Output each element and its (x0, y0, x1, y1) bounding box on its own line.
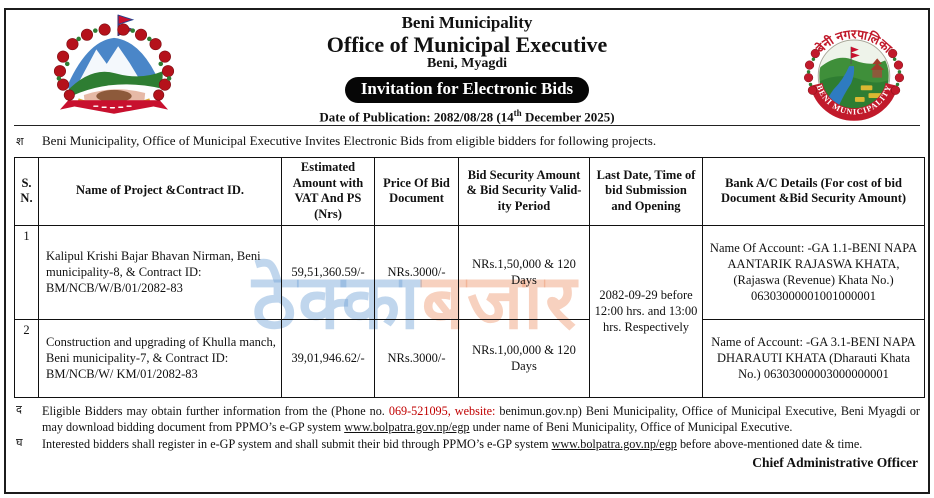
note1-part2: benimun.gov.np) Beni Municipality, Offic… (42, 403, 920, 434)
row1-sn: 1 (14, 224, 39, 320)
row2-sn: 2 (14, 318, 39, 398)
col-sn: S. N. (14, 157, 39, 226)
invitation-banner: Invitation for Electronic Bids (344, 77, 590, 104)
note2-part1: Interested bidders shall register in e-G… (42, 436, 552, 451)
intro-paragraph: श Beni Municipality, Office of Municipal… (14, 133, 920, 149)
letterhead: बेनी नगरपालिका (14, 10, 920, 126)
col-bid-security: Bid Security Amount & Bid Security Valid… (458, 157, 590, 226)
col-estimated-amount: Estimated Amount with VAT And PS (Nrs) (281, 157, 375, 226)
col-last-date: Last Date, Time of bid Submission and Op… (589, 157, 703, 226)
row1-bank-details: Name Of Account: -GA 1.1-BENI NAPA AANTA… (702, 224, 925, 320)
footer-notes: द Eligible Bidders may obtain further in… (14, 403, 920, 453)
note1-marker: द (16, 403, 22, 416)
bolpatra-link[interactable]: www.bolpatra.gov.np/egp (551, 436, 677, 451)
row2-bid-security: NRs.1,00,000 & 120 Days (458, 318, 590, 398)
publication-date-year: December 2025) (521, 109, 615, 125)
col-bid-document-price: Price Of Bid Document (374, 157, 459, 226)
note-registration: घ Interested bidders shall register in e… (14, 436, 920, 452)
beni-municipality-logo: बेनी नगरपालिका (803, 27, 905, 121)
row2-project-name: Construction and upgrading of Khulla man… (38, 318, 282, 398)
note1-part1: Eligible Bidders may obtain further info… (42, 403, 389, 418)
note2-marker: घ (16, 436, 23, 449)
intro-marker: श (16, 136, 24, 148)
last-date-merged-cell: 2082-09-29 before 12:00 hrs. and 13:00 h… (589, 224, 703, 398)
row2-bid-document-price: NRs.3000/- (374, 318, 459, 398)
col-project-name: Name of Project &Contract ID. (38, 157, 282, 226)
note1-text: Eligible Bidders may obtain further info… (42, 403, 920, 435)
row1-project-name: Kalipul Krishi Bajar Bhavan Nirman, Beni… (38, 224, 282, 320)
table-row: 2 Construction and upgrading of Khulla m… (14, 318, 925, 398)
office-name: Office of Municipal Executive (326, 32, 608, 57)
table-row: 1 Kalipul Krishi Bajar Bhavan Nirman, Be… (14, 224, 925, 398)
document-border: बेनी नगरपालिका (4, 8, 930, 494)
nepal-emblem-logo (53, 14, 175, 114)
signature-title: Chief Administrative Officer (752, 455, 918, 471)
note2-part2: before above-mentioned date & time. (676, 436, 863, 451)
note1-part3: under name of Beni Municipality, Office … (469, 419, 793, 434)
note-information: द Eligible Bidders may obtain further in… (14, 403, 920, 435)
municipality-name: Beni Municipality (401, 13, 533, 32)
table-header-row: S. N. Name of Project &Contract ID. Esti… (14, 157, 925, 226)
publication-date-ordinal: th (513, 108, 522, 119)
publication-date-text: Date of Publication: 2082/08/28 (14 (319, 109, 514, 125)
bolpatra-link[interactable]: www.bolpatra.gov.np/egp (344, 419, 470, 434)
row1-bid-document-price: NRs.3000/- (374, 224, 459, 320)
intro-text: Beni Municipality, Office of Municipal E… (42, 133, 657, 148)
row2-bank-details: Name of Account: -GA 3.1-BENI NAPA DHARA… (702, 318, 925, 398)
note2-text: Interested bidders shall register in e-G… (42, 436, 862, 452)
location: Beni, Myagdi (426, 56, 508, 72)
publication-date: Date of Publication: 2082/08/28 (14th De… (14, 108, 920, 125)
row2-estimated-amount: 39,01,946.62/- (281, 318, 375, 398)
note1-phone-website: 069-521095, website: (388, 403, 496, 418)
row1-bid-security: NRs.1,50,000 & 120 Days (458, 224, 590, 320)
col-bank-details: Bank A/C Details (For cost of bid Docume… (702, 157, 925, 226)
bid-table: S. N. Name of Project &Contract ID. Esti… (14, 157, 925, 398)
row1-estimated-amount: 59,51,360.59/- (281, 224, 375, 320)
